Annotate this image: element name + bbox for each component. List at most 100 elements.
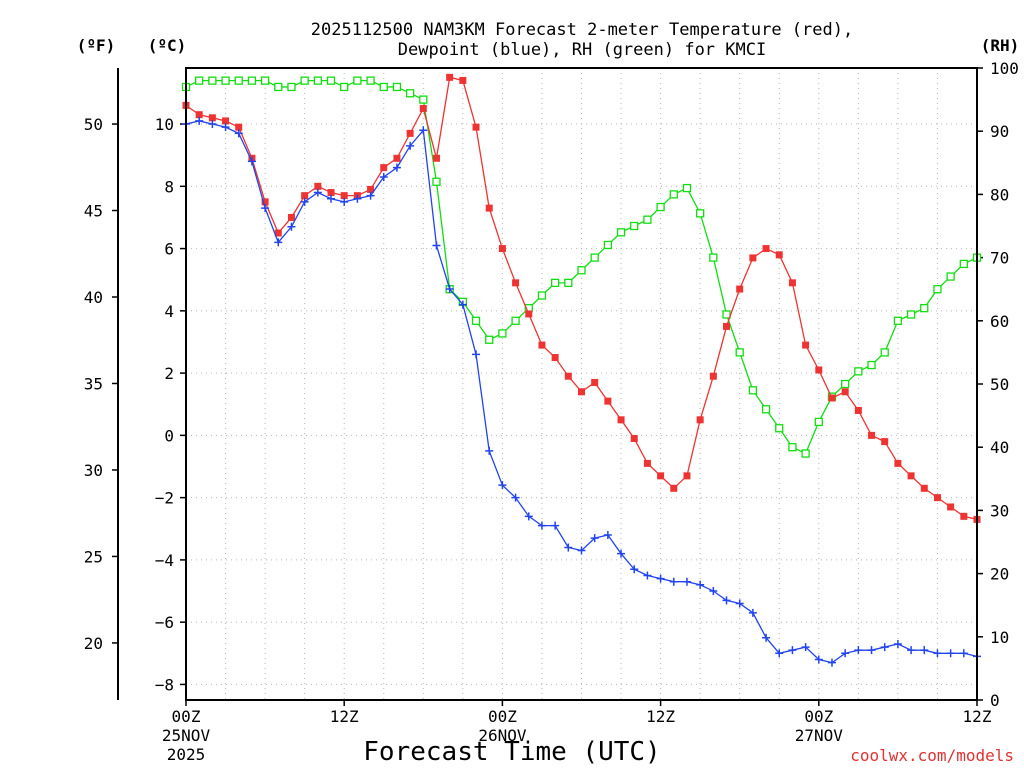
rh-tick-label: 90 bbox=[990, 122, 1009, 141]
dewpoint-point bbox=[511, 493, 520, 502]
rh-point bbox=[854, 367, 863, 376]
dewpoint-point bbox=[406, 141, 415, 150]
dewpoint-point bbox=[327, 194, 336, 203]
rh-point bbox=[893, 316, 903, 325]
rh-point bbox=[379, 82, 388, 92]
temperature-point bbox=[195, 111, 203, 119]
rh-point bbox=[920, 304, 929, 313]
rh-point bbox=[260, 76, 270, 85]
temperature-point bbox=[538, 341, 546, 349]
dewpoint-point bbox=[854, 646, 863, 655]
temperature-point bbox=[485, 204, 493, 212]
dewpoint-point bbox=[603, 530, 612, 539]
rh-point bbox=[722, 310, 731, 319]
temperature-point bbox=[775, 251, 783, 259]
x-tick-label: 00Z bbox=[804, 707, 833, 726]
rh-point bbox=[353, 76, 362, 85]
rh-point bbox=[906, 310, 916, 319]
x-tick-label: 12Z bbox=[963, 707, 992, 726]
dewpoint-point bbox=[696, 580, 705, 589]
rh-point bbox=[603, 240, 613, 250]
rh-point bbox=[313, 76, 322, 85]
celsius-tick-label: −6 bbox=[155, 613, 174, 632]
rh-point bbox=[735, 348, 744, 357]
temperature-point bbox=[736, 285, 744, 293]
rh-tick-label: 50 bbox=[990, 375, 1009, 394]
x-tick-label: 26NOV bbox=[478, 726, 527, 745]
axis-ticks: 1086420−2−4−6−85045403530252010090807060… bbox=[84, 59, 1019, 764]
chart-title-line-2: Dewpoint (blue), RH (green) for KMCI bbox=[398, 40, 766, 60]
temperature-point bbox=[696, 416, 704, 424]
dewpoint-point bbox=[959, 649, 968, 658]
rh-tick-label: 60 bbox=[990, 312, 1009, 331]
temperature-point bbox=[868, 431, 876, 439]
temperature-point bbox=[854, 406, 862, 414]
dewpoint-point bbox=[920, 646, 929, 655]
temperature-point bbox=[432, 154, 440, 162]
rh-point bbox=[340, 82, 349, 92]
dewpoint-point bbox=[498, 481, 507, 490]
temperature-point bbox=[657, 472, 665, 480]
temperature-point bbox=[749, 254, 757, 262]
temperature-point bbox=[723, 322, 731, 330]
temperature-point bbox=[446, 73, 454, 81]
rh-tick-label: 10 bbox=[990, 628, 1009, 647]
celsius-tick-label: 0 bbox=[164, 426, 174, 445]
rh-point bbox=[419, 95, 428, 104]
rh-point bbox=[696, 209, 705, 218]
rh-point bbox=[933, 285, 942, 294]
celsius-tick-label: −2 bbox=[155, 489, 174, 508]
temperature-point bbox=[920, 484, 928, 492]
rh-point bbox=[300, 76, 309, 85]
dewpoint-point bbox=[867, 646, 876, 655]
dewpoint-point bbox=[458, 300, 467, 309]
series-blue bbox=[182, 116, 981, 667]
dewpoint-point bbox=[946, 649, 955, 658]
x-tick-label: 2025 bbox=[167, 745, 206, 764]
rh-tick-label: 40 bbox=[990, 438, 1009, 457]
rh-point bbox=[366, 76, 375, 85]
left-axis-celsius-unit: (ºC) bbox=[148, 36, 187, 55]
temperature-point bbox=[274, 229, 282, 237]
dewpoint-point bbox=[762, 633, 771, 642]
temperature-point bbox=[261, 198, 269, 206]
dewpoint-point bbox=[643, 571, 652, 580]
dewpoint-point bbox=[353, 194, 362, 203]
dewpoint-point bbox=[775, 649, 784, 658]
celsius-tick-label: 4 bbox=[164, 302, 174, 321]
x-tick-label: 27NOV bbox=[795, 726, 844, 745]
data-series bbox=[181, 73, 982, 667]
rh-point bbox=[709, 253, 718, 262]
x-axis-title: Forecast Time (UTC) bbox=[363, 737, 660, 767]
rh-point bbox=[880, 348, 889, 357]
dewpoint-point bbox=[537, 521, 546, 530]
dewpoint-point bbox=[445, 285, 454, 294]
rh-point bbox=[537, 291, 547, 300]
temperature-point bbox=[960, 512, 968, 520]
temperature-point bbox=[670, 484, 678, 492]
celsius-tick-label: −4 bbox=[155, 551, 174, 570]
dewpoint-point bbox=[379, 172, 388, 181]
dewpoint-point bbox=[801, 643, 810, 652]
rh-point bbox=[577, 266, 586, 275]
temperature-point bbox=[643, 459, 651, 467]
plot-frame bbox=[185, 67, 978, 701]
dewpoint-point bbox=[669, 577, 678, 586]
dewpoint-point bbox=[788, 646, 797, 655]
fahrenheit-tick-label: 30 bbox=[84, 461, 103, 480]
x-tick-label: 00Z bbox=[488, 707, 517, 726]
temperature-point bbox=[947, 503, 955, 511]
dewpoint-point bbox=[933, 649, 942, 658]
rh-point bbox=[247, 76, 257, 85]
rh-point bbox=[616, 228, 626, 237]
series-red bbox=[182, 73, 981, 523]
rh-point bbox=[959, 259, 968, 269]
dewpoint-point bbox=[419, 126, 428, 135]
dewpoint-point bbox=[366, 191, 375, 200]
celsius-tick-label: 10 bbox=[155, 115, 174, 134]
temperature-point bbox=[208, 114, 216, 122]
series-green bbox=[181, 76, 982, 458]
dewpoint-point bbox=[551, 521, 560, 530]
dewpoint-point bbox=[682, 577, 691, 586]
